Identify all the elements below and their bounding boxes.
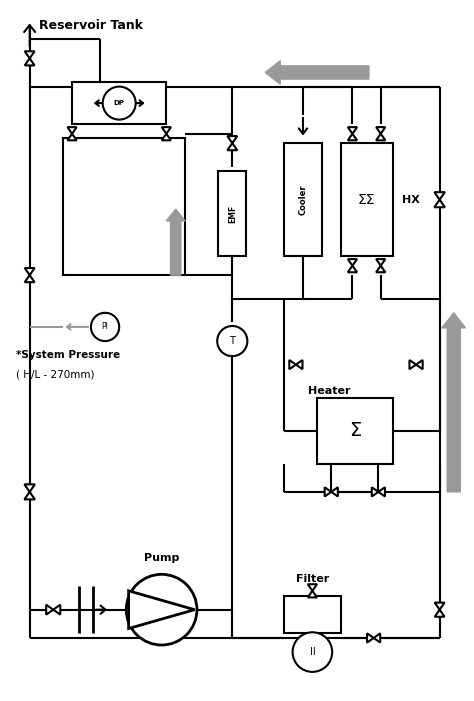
Polygon shape	[367, 633, 374, 643]
Text: ( H/L - 270mm): ( H/L - 270mm)	[16, 369, 94, 379]
Polygon shape	[296, 360, 302, 369]
Text: Reservoir Tank: Reservoir Tank	[39, 19, 143, 32]
Polygon shape	[308, 591, 317, 597]
Polygon shape	[67, 134, 77, 140]
Circle shape	[217, 326, 247, 356]
Text: *System Pressure: *System Pressure	[16, 350, 119, 360]
Text: PI: PI	[101, 322, 109, 332]
Polygon shape	[289, 360, 296, 369]
Polygon shape	[376, 127, 385, 134]
Polygon shape	[374, 633, 380, 643]
Text: Pump: Pump	[144, 552, 179, 562]
Text: T: T	[229, 336, 235, 346]
Polygon shape	[376, 259, 385, 266]
Polygon shape	[348, 127, 357, 134]
Bar	[284, 143, 322, 257]
Text: Cooler: Cooler	[299, 184, 308, 215]
Polygon shape	[376, 134, 385, 140]
Polygon shape	[410, 360, 416, 369]
Polygon shape	[24, 492, 35, 499]
Polygon shape	[25, 58, 35, 65]
Polygon shape	[348, 134, 357, 140]
Text: Heater: Heater	[308, 386, 350, 395]
Polygon shape	[25, 51, 35, 58]
FancyArrow shape	[166, 209, 185, 275]
Polygon shape	[67, 127, 77, 134]
Bar	[341, 143, 392, 257]
Polygon shape	[435, 610, 445, 617]
Bar	[72, 82, 166, 124]
Polygon shape	[162, 127, 171, 134]
Polygon shape	[228, 136, 237, 143]
Bar	[317, 397, 392, 463]
Polygon shape	[376, 266, 385, 272]
Polygon shape	[25, 275, 35, 283]
Polygon shape	[331, 487, 338, 496]
Text: DP: DP	[114, 100, 125, 106]
Polygon shape	[128, 591, 195, 629]
Bar	[284, 596, 341, 633]
Text: HX: HX	[402, 195, 420, 205]
Bar	[218, 172, 246, 257]
FancyArrow shape	[265, 61, 369, 84]
Text: ΣΣ: ΣΣ	[358, 193, 375, 207]
Text: II: II	[310, 647, 315, 657]
Polygon shape	[348, 259, 357, 266]
Bar	[63, 139, 185, 275]
Polygon shape	[435, 603, 445, 610]
Polygon shape	[325, 487, 331, 496]
Polygon shape	[434, 192, 445, 200]
Polygon shape	[308, 584, 317, 591]
Polygon shape	[348, 266, 357, 272]
Circle shape	[126, 574, 197, 645]
Polygon shape	[53, 605, 60, 615]
FancyArrow shape	[442, 313, 465, 492]
Text: Σ: Σ	[349, 421, 361, 440]
Text: Filter: Filter	[296, 573, 329, 584]
Polygon shape	[434, 200, 445, 207]
Polygon shape	[372, 487, 378, 496]
Polygon shape	[46, 605, 53, 615]
Circle shape	[292, 632, 332, 672]
Polygon shape	[162, 134, 171, 140]
Polygon shape	[25, 268, 35, 275]
Polygon shape	[24, 484, 35, 492]
Circle shape	[103, 87, 136, 120]
Polygon shape	[416, 360, 423, 369]
Text: EMF: EMF	[228, 205, 237, 223]
Circle shape	[91, 313, 119, 341]
Polygon shape	[228, 143, 237, 150]
Polygon shape	[378, 487, 385, 496]
